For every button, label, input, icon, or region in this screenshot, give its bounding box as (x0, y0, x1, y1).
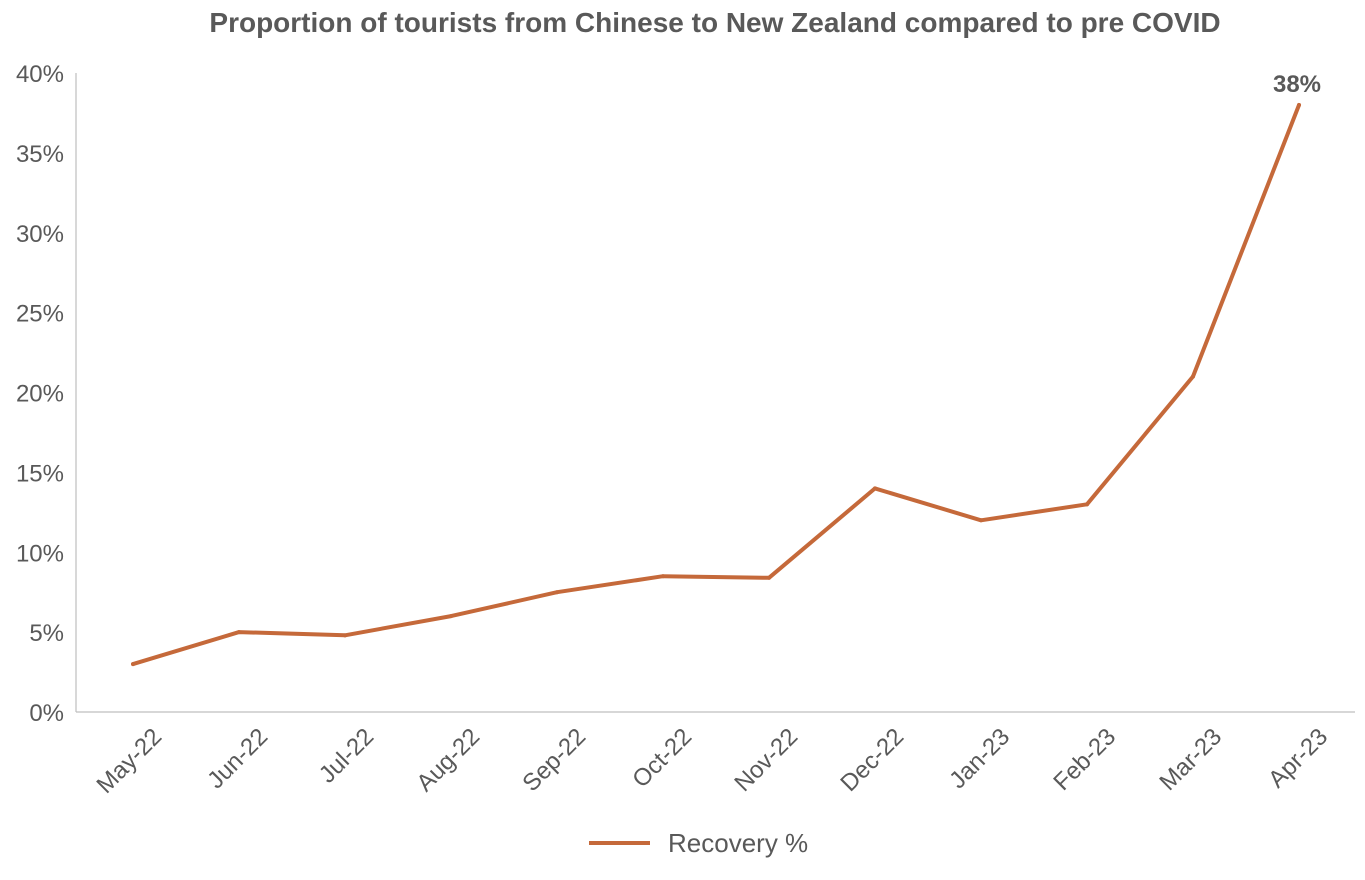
x-tick-label: Feb-23 (1048, 723, 1121, 796)
series-layer (131, 102, 1301, 667)
x-tick-label: Oct-22 (627, 723, 697, 793)
data-point (979, 518, 983, 523)
x-tick-label: Nov-22 (729, 723, 803, 797)
data-point (1191, 374, 1195, 379)
x-tick-label: Mar-23 (1154, 723, 1227, 796)
x-tick-label: Aug-22 (411, 723, 485, 797)
data-point (343, 633, 347, 638)
x-tick-label: Dec-22 (835, 723, 909, 797)
y-tick-label: 20% (16, 381, 64, 408)
y-tick-label: 10% (16, 540, 64, 567)
y-axis-ticks: 0% 5% 10% 15% 20% 25% 30% 35% 40% (16, 61, 64, 727)
x-tick-label: Jul-22 (314, 723, 379, 788)
data-point (131, 662, 135, 667)
data-point (661, 574, 665, 579)
x-tick-label: Jun-22 (202, 723, 273, 794)
data-point (449, 614, 453, 619)
x-tick-label: May-22 (92, 723, 168, 799)
data-point (873, 486, 877, 491)
data-point (767, 575, 771, 580)
y-tick-label: 25% (16, 301, 64, 328)
x-tick-label: Apr-23 (1263, 723, 1333, 793)
x-tick-label: Sep-22 (517, 723, 591, 797)
data-point (1297, 102, 1301, 107)
data-point (1085, 502, 1089, 507)
y-tick-label: 15% (16, 460, 64, 487)
series-line (131, 103, 1301, 667)
legend: Recovery % (589, 828, 808, 858)
x-tick-label: Jan-23 (944, 723, 1015, 794)
data-label-layer: 38% (1273, 71, 1321, 98)
x-axis-ticks: May-22 Jun-22 Jul-22 Aug-22 Sep-22 Oct-22 Nov-… (92, 723, 1334, 799)
data-point (555, 590, 559, 595)
data-label: 38% (1273, 71, 1321, 98)
y-tick-label: 40% (16, 61, 64, 88)
y-tick-label: 35% (16, 141, 64, 168)
y-tick-label: 30% (16, 221, 64, 248)
y-tick-label: 5% (29, 620, 64, 647)
data-point (237, 630, 241, 635)
y-tick-label: 0% (29, 700, 64, 727)
chart-title: Proportion of tourists from Chinese to N… (209, 7, 1220, 38)
legend-entry: Recovery % (668, 828, 808, 858)
